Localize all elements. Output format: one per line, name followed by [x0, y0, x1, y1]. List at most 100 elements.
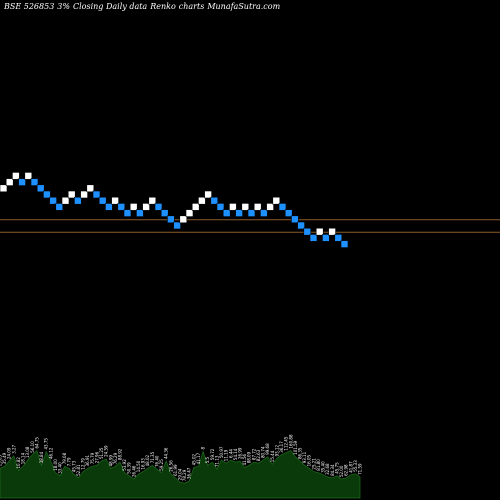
volume-label-65: 86.35 [298, 447, 303, 459]
title-percent: 3% [57, 2, 70, 11]
volume-label-56: 82.63 [256, 449, 261, 461]
renko-brick-29 [179, 215, 188, 224]
volume-label-10: 43.75 [44, 438, 49, 450]
volume-label-54: 88.09 [247, 451, 252, 463]
renko-brick-39 [241, 203, 250, 211]
renko-brick-26 [160, 209, 169, 217]
volume-label-31: 16.93 [141, 458, 146, 470]
volume-label-39: 29.04 [178, 468, 183, 480]
volume-label-67: 16.05 [307, 454, 312, 466]
volume-label-23: 24.59 [104, 445, 109, 457]
volume-label-24: 48.99 [108, 454, 113, 466]
renko-brick-35 [216, 203, 225, 211]
volume-label-7: 56.10 [30, 441, 35, 453]
volume-label-3: 3.27 [11, 444, 16, 453]
volume-label-73: 45.75 [334, 462, 339, 474]
renko-brick-2 [12, 172, 20, 180]
volume-label-28: 50.39 [127, 462, 132, 474]
volume-area [0, 449, 361, 499]
volume-label-68: 25.21 [311, 458, 316, 470]
volume-label-57: 80.74 [261, 446, 266, 458]
volume-label-20: 75.79 [90, 452, 95, 464]
renko-brick-52 [322, 234, 330, 242]
volume-label-33: 71.35 [150, 451, 155, 463]
renko-brick-53 [328, 227, 336, 236]
renko-brick-44 [272, 196, 281, 205]
volume-label-49: 11.19 [224, 449, 229, 461]
renko-brick-50 [309, 234, 318, 242]
volume-label-2: 24.09 [7, 447, 12, 459]
volume-label-47: 71.13 [214, 455, 219, 467]
volume-label-38: 61.99 [173, 464, 178, 476]
volume-label-21: 27.96 [94, 451, 99, 463]
volume-label-26: 88.92 [118, 448, 123, 460]
renko-brick-0 [0, 184, 8, 193]
renko-brick-27 [167, 215, 175, 224]
volume-label-30: 14.50 [136, 460, 141, 472]
volume-label-29: 26.46 [131, 465, 136, 477]
title-chart-style: Renko [150, 2, 176, 11]
renko-brick-21 [129, 203, 138, 211]
volume-label-9: 38.84 [39, 451, 44, 463]
volume-label-1: 35.49 [2, 452, 7, 464]
volume-label-70: 35.40 [321, 461, 326, 473]
renko-brick-55 [340, 240, 349, 248]
volume-label-22: 51.25 [99, 447, 104, 459]
volume-label-51: 54.14 [233, 448, 238, 460]
volume-label-6: 13.08 [25, 446, 30, 458]
renko-bricks [0, 172, 349, 248]
volume-label-34: 76.40 [154, 455, 159, 467]
renko-brick-20 [123, 209, 132, 217]
renko-brick-45 [278, 203, 287, 211]
renko-brick-40 [247, 209, 256, 217]
volume-label-32: 48.02 [145, 454, 150, 466]
renko-brick-23 [142, 203, 150, 211]
volume-label-0: 13.03 [0, 454, 3, 466]
renko-brick-15 [92, 190, 101, 199]
renko-brick-14 [86, 184, 95, 193]
renko-brick-22 [136, 209, 144, 217]
volume-label-55: 87.72 [251, 448, 256, 460]
volume-label-45: 5.5 [205, 456, 210, 463]
renko-brick-7 [43, 190, 51, 199]
chart-title: BSE 526853 3% Closing Daily data Renko chart… [4, 2, 283, 11]
renko-brick-12 [74, 196, 82, 205]
renko-brick-46 [284, 209, 293, 217]
volume-label-62: 112.45 [284, 436, 289, 450]
title-chart-word: charts [178, 2, 205, 11]
renko-brick-33 [204, 190, 212, 199]
renko-brick-37 [229, 203, 237, 211]
volume-label-52: 26.99 [238, 447, 243, 459]
title-symbol: BSE 526853 [4, 2, 55, 11]
volume-label-11: 46.12 [48, 447, 53, 459]
renko-brick-24 [148, 196, 157, 205]
volume-label-78: 71.59 [358, 463, 363, 475]
volume-label-74: 52.00 [339, 465, 344, 477]
volume-label-72: 84.34 [330, 464, 335, 476]
volume-label-63: 160.88 [288, 434, 293, 448]
renko-brick-11 [67, 190, 76, 199]
volume-label-69: 81.80 [316, 459, 321, 471]
title-site: MunafaSutra.com [207, 2, 281, 11]
renko-brick-25 [154, 203, 163, 211]
volume-label-66: 93.11 [302, 451, 307, 463]
volume-label-35: 59.25 [159, 459, 164, 471]
renko-brick-38 [235, 209, 243, 217]
renko-brick-49 [303, 227, 312, 236]
renko-brick-5 [30, 178, 39, 186]
volume-label-16: 45.73 [71, 460, 76, 472]
renko-brick-41 [253, 203, 262, 211]
volume-label-4: 10.82 [16, 457, 21, 469]
volume-label-18: 12.79 [81, 458, 86, 470]
renko-brick-43 [266, 203, 274, 211]
volume-label-17: 52.81 [76, 464, 81, 476]
volume-label-44: 8 [201, 447, 206, 450]
level-lines [0, 219, 500, 233]
renko-brick-32 [198, 196, 206, 205]
volume-label-77: 55.33 [353, 460, 358, 472]
renko-brick-1 [5, 178, 14, 186]
volume-label-36: 44.36 [164, 447, 169, 459]
volume-label-46: 59.72 [210, 448, 215, 460]
